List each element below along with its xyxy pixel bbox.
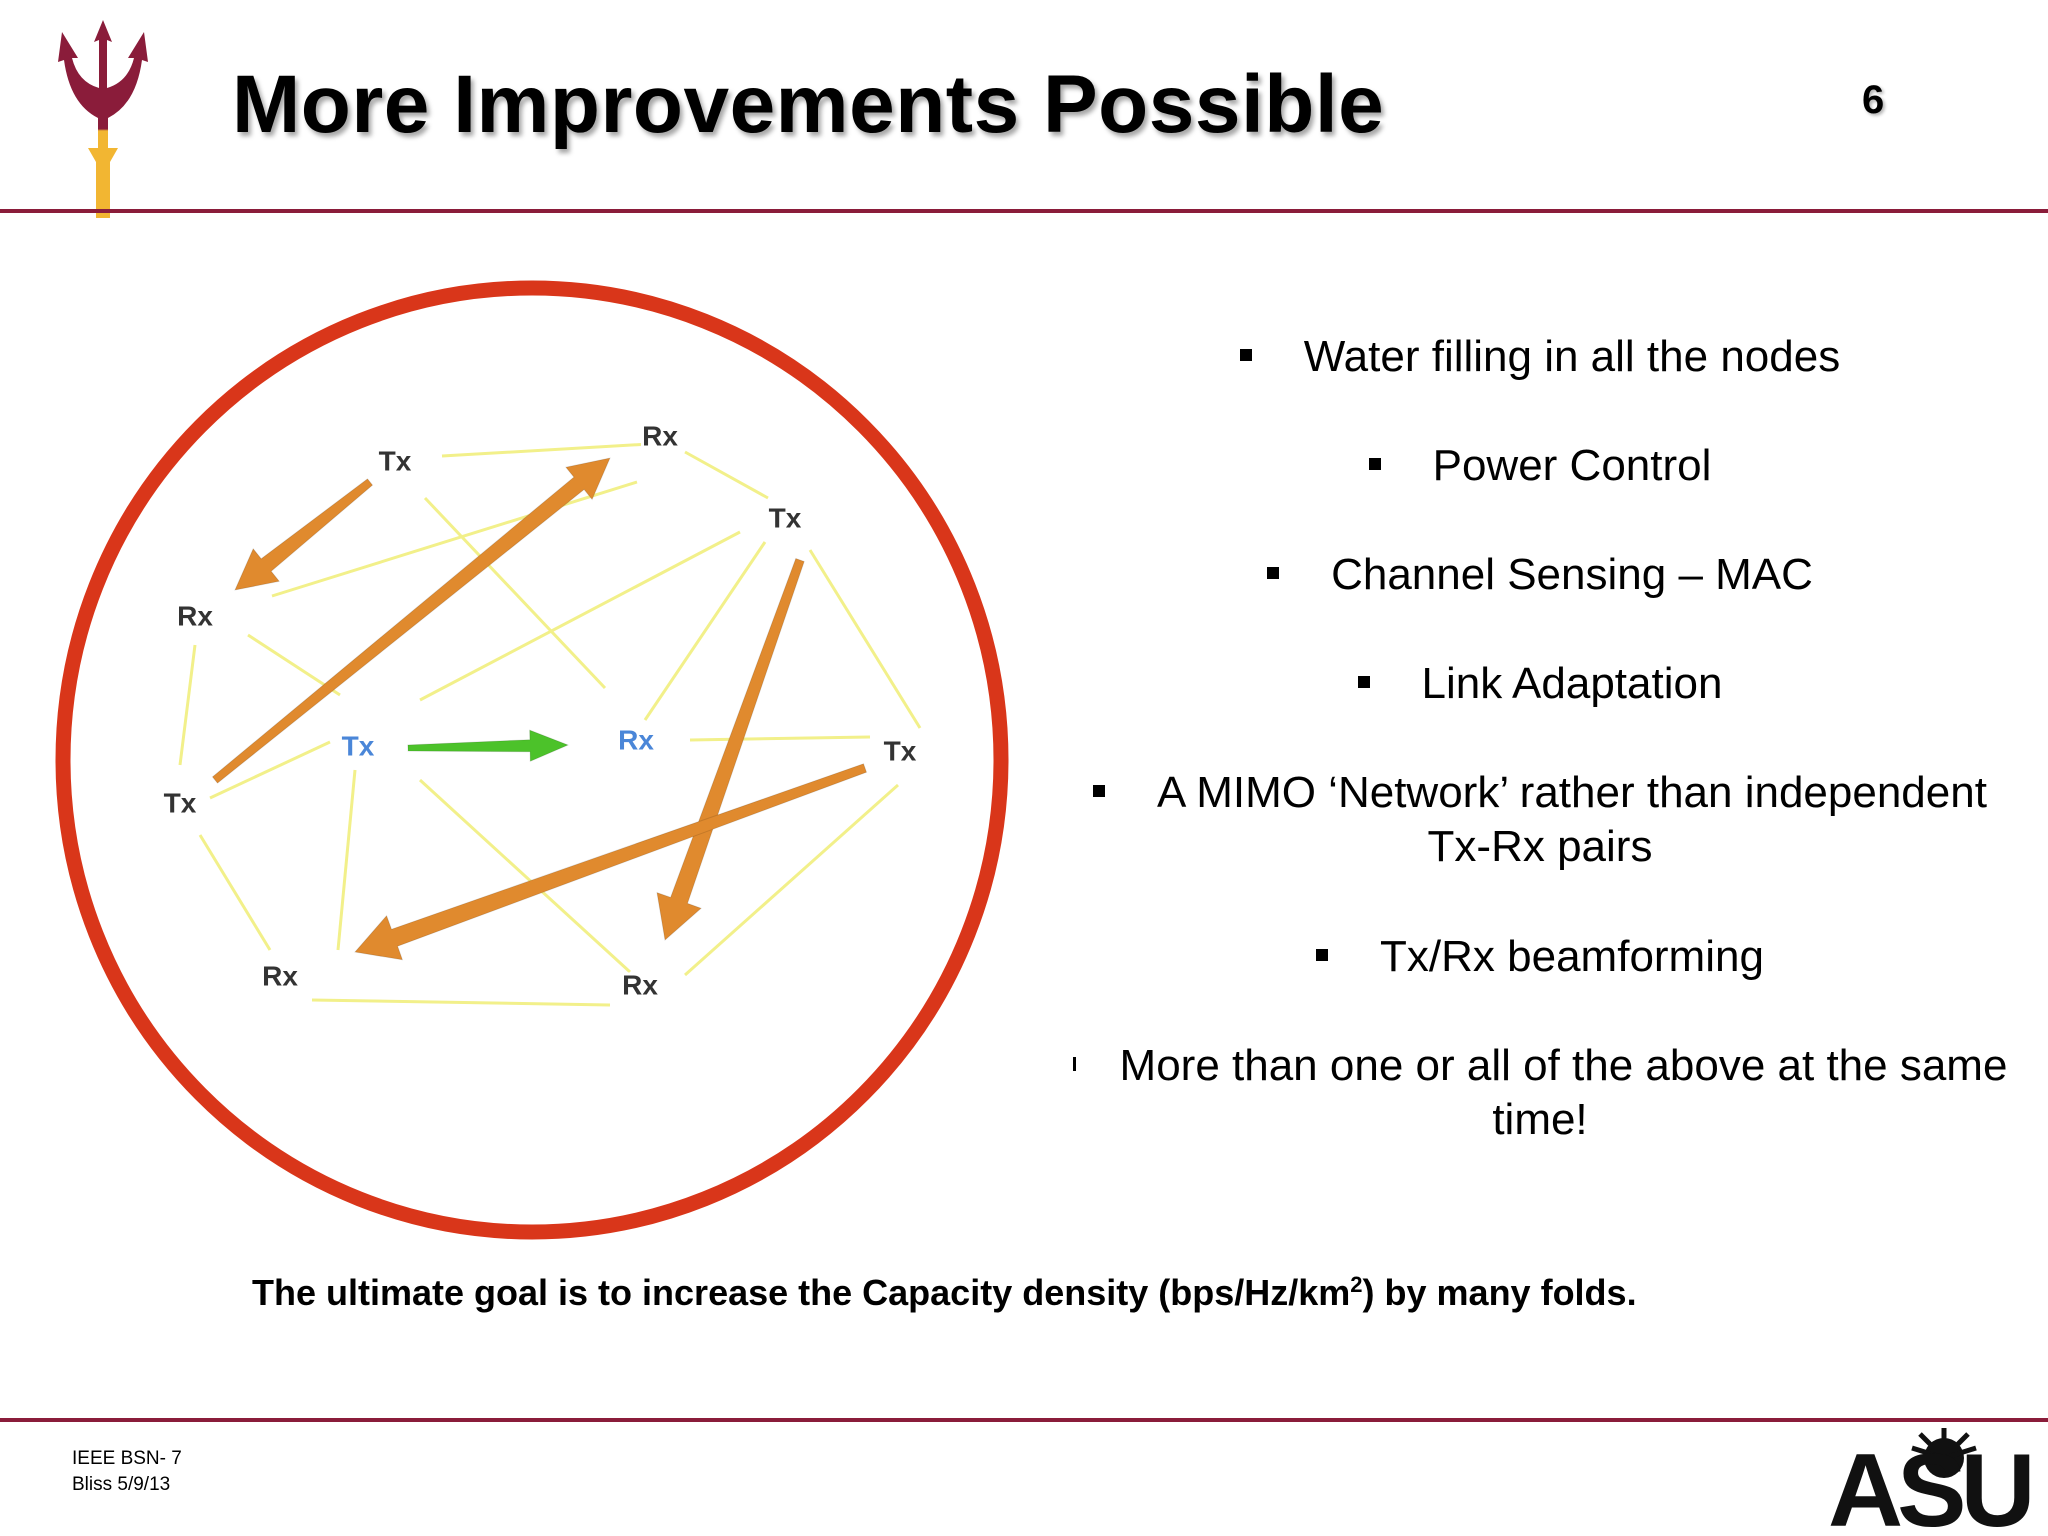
interference-arrow: [234, 478, 374, 591]
header-divider: [0, 209, 2048, 213]
node-label: Rx: [262, 960, 298, 991]
network-nodes: Tx Rx Tx Rx Tx Rx Tx Tx Rx Rx: [161, 417, 920, 1003]
link-line: [808, 549, 922, 729]
list-item: Channel Sensing – MAC: [1040, 548, 2040, 602]
primary-link-arrow: [407, 729, 570, 763]
node-label: Rx: [622, 969, 658, 1000]
bullet-text: Tx/Rx beamforming: [1380, 932, 1764, 981]
footer-divider: [0, 1418, 2048, 1422]
link-line: [271, 480, 638, 598]
footer-author-date: Bliss 5/9/13: [72, 1474, 171, 1495]
bullet-text: More than one or all of the above at the…: [1119, 1041, 2008, 1144]
link-line: [419, 530, 741, 702]
interference-arrows: [211, 457, 868, 961]
footer-info: IEEE BSN- 7 Bliss 5/9/13: [72, 1446, 182, 1498]
bullet-square-icon: [1357, 676, 1370, 689]
bullet-text: Channel Sensing – MAC: [1331, 550, 1813, 599]
goal-superscript: 2: [1350, 1272, 1363, 1297]
node-label: Tx: [884, 735, 917, 766]
page-title: More Improvements Possible: [232, 59, 1385, 150]
interference-arrow: [656, 557, 805, 941]
link-line: [198, 834, 272, 951]
bullet-square-icon: [1239, 349, 1252, 362]
list-item: Tx/Rx beamforming: [1040, 930, 2040, 984]
goal-text-end: ) by many folds.: [1362, 1272, 1637, 1313]
link-line: [441, 442, 651, 458]
bullet-square-icon: [1368, 458, 1381, 471]
link-line: [311, 998, 611, 1007]
bullet-square-icon: [1316, 949, 1329, 962]
asu-logo-icon: ASU: [1828, 1428, 2036, 1528]
link-lines: [178, 442, 922, 1007]
link-line: [643, 541, 767, 721]
link-line: [209, 740, 331, 800]
slide-number: 6: [1862, 78, 1885, 122]
bullet-mark-icon: [1072, 1057, 1076, 1072]
link-line: [423, 496, 607, 690]
node-label: Tx: [164, 787, 197, 818]
asu-logo-text: ASU: [1828, 1433, 2030, 1528]
node-label: Rx: [177, 600, 213, 631]
node-label: Rx: [642, 420, 678, 451]
link-line: [684, 783, 899, 977]
goal-text: The ultimate goal is to increase the Cap…: [252, 1272, 1351, 1313]
list-item: More than one or all of the above at the…: [1040, 1039, 2040, 1147]
node-label: Tx: [379, 445, 412, 476]
bullet-text: Water filling in all the nodes: [1303, 332, 1841, 381]
boundary-ring: [55, 280, 1009, 1240]
link-line: [418, 778, 632, 974]
footer-conference: IEEE BSN- 7: [72, 1448, 182, 1469]
link-line: [336, 769, 357, 951]
network-diagram: Tx Rx Tx Rx Tx Rx Tx Tx Rx Rx: [55, 280, 1009, 1240]
trident-logo-icon: [58, 20, 148, 218]
node-label: Rx: [618, 724, 654, 755]
link-line: [684, 450, 769, 500]
goal-statement: The ultimate goal is to increase the Cap…: [252, 1272, 1852, 1314]
link-line: [178, 644, 197, 766]
list-item: A MIMO ‘Network’ rather than independent…: [1040, 766, 2040, 874]
interference-arrow: [354, 763, 868, 961]
bullet-text: Link Adaptation: [1421, 659, 1723, 708]
list-item: Link Adaptation: [1040, 657, 2040, 711]
link-line: [689, 735, 871, 742]
interference-arrow: [211, 457, 611, 784]
bullet-square-icon: [1093, 785, 1106, 798]
list-item: Power Control: [1040, 439, 2040, 493]
node-label: Tx: [342, 730, 375, 761]
bullet-text: Power Control: [1432, 441, 1712, 490]
bullet-square-icon: [1267, 567, 1280, 580]
list-item: Water filling in all the nodes: [1040, 330, 2040, 384]
node-label: Tx: [769, 502, 802, 533]
bullet-text: A MIMO ‘Network’ rather than independent…: [1157, 768, 1987, 871]
